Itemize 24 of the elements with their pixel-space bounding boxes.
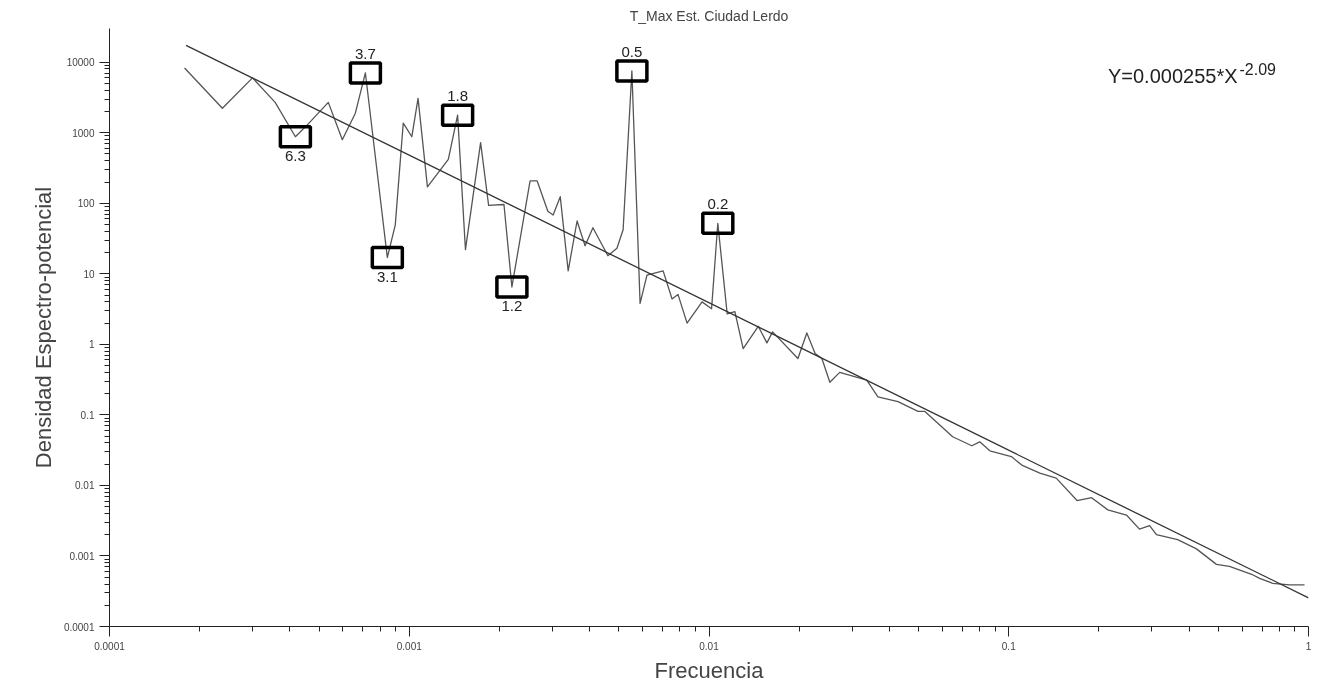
annotation: 1.8 [447, 87, 469, 105]
y-tick-label: 10 [83, 268, 95, 280]
annotation: 3.1 [376, 267, 398, 285]
x-tick-label: 0.01 [699, 640, 720, 652]
annotation: 3.7 [354, 44, 376, 62]
y-tick-label: 0.001 [69, 550, 95, 562]
x-tick-label: 0.1 [1001, 640, 1017, 652]
y-tick-label: 10000 [66, 57, 95, 69]
y-tick-label: 1 [88, 339, 95, 351]
x-axis-title: Frecuencia [654, 657, 765, 683]
y-tick-label: 1000 [72, 127, 95, 139]
annotation: 1.2 [501, 296, 523, 314]
annotation: 0.5 [621, 42, 643, 60]
y-tick-label: 0.1 [80, 409, 95, 421]
x-tick-label: 1 [1305, 640, 1312, 652]
y-tick-label: 0.0001 [63, 621, 95, 633]
x-tick-label: 0.0001 [94, 640, 126, 652]
y-tick-label: 100 [77, 198, 95, 210]
annotation: 0.2 [707, 195, 729, 213]
chart-title: T_Max Est. Ciudad Lerdo [629, 7, 789, 24]
y-axis-title: Densidad Espectro-potencial [30, 186, 56, 469]
annotation: 6.3 [284, 146, 306, 164]
y-tick-label: 0.01 [75, 480, 95, 492]
x-tick-label: 0.001 [396, 640, 423, 652]
